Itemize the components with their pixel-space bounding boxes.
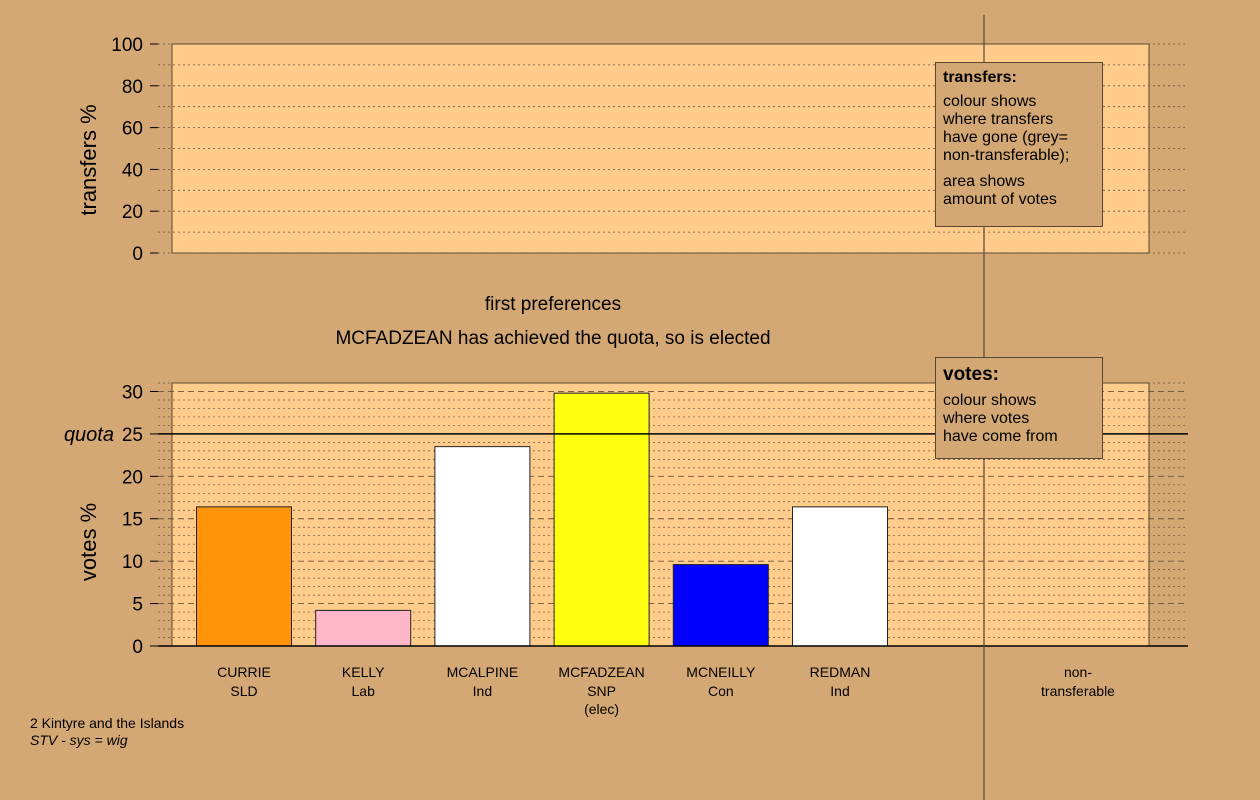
candidate-party-label: Lab xyxy=(352,683,376,699)
votes-tick-label: 25 xyxy=(122,425,143,446)
votes-legend-line: colour shows xyxy=(943,392,1037,409)
transfers-y-axis-label: transfers % xyxy=(76,104,101,215)
votes-ticks: 0 5 10 15 20 25 30 xyxy=(122,382,158,658)
region-name: 2 Kintyre and the Islands xyxy=(30,715,185,731)
nontransferable-label-line1: non- xyxy=(1064,664,1092,680)
candidate-name-label: REDMAN xyxy=(810,664,871,680)
transfers-legend: transfers: colour shows where transfers … xyxy=(935,62,1103,227)
candidate-name-label: CURRIE xyxy=(217,664,271,680)
bar-currie xyxy=(196,506,292,647)
votes-y-axis-label: votes % xyxy=(76,503,101,581)
transfers-tick-label: 80 xyxy=(122,77,143,98)
transfers-tick-label: 0 xyxy=(132,244,143,265)
bar-mcfadzean xyxy=(553,392,650,647)
transfers-legend-line: amount of votes xyxy=(943,191,1057,208)
transfers-legend-line: where transfers xyxy=(943,111,1054,128)
transfers-legend-line: area shows xyxy=(943,173,1025,190)
candidate-note-label: (elec) xyxy=(584,701,619,717)
votes-tick-label: 0 xyxy=(132,637,143,658)
bar-mcalpine xyxy=(434,446,531,647)
votes-tick-label: 5 xyxy=(132,595,143,616)
votes-tick-label: 15 xyxy=(122,510,143,531)
candidate-name-label: MCFADZEAN xyxy=(558,664,644,680)
votes-tick-label: 30 xyxy=(122,382,143,403)
transfers-tick-label: 20 xyxy=(122,202,143,223)
votes-legend-line: where votes xyxy=(943,410,1030,427)
status-message: MCFADZEAN has achieved the quota, so is … xyxy=(335,328,770,349)
bar-kelly xyxy=(315,609,412,647)
transfers-gridlines xyxy=(158,43,1188,254)
votes-tick-label: 20 xyxy=(122,467,143,488)
transfers-legend-title: transfers: xyxy=(943,69,1017,86)
transfers-tick-label: 60 xyxy=(122,119,143,140)
candidate-party-label: Ind xyxy=(473,683,492,699)
candidate-labels: CURRIE SLD KELLY Lab MCALPINE Ind MCFADZEAN SNP… xyxy=(217,664,870,717)
system-note: STV - sys = wig xyxy=(30,732,128,748)
candidate-party-label: Ind xyxy=(830,683,849,699)
bar-mcneilly xyxy=(672,564,769,647)
quota-label: quota xyxy=(64,424,114,446)
votes-bars xyxy=(196,392,888,647)
candidate-name-label: MCNEILLY xyxy=(686,664,756,680)
transfers-legend-line: colour shows xyxy=(943,93,1037,110)
transfers-tick-label: 40 xyxy=(122,160,143,181)
votes-legend-line: have come from xyxy=(943,428,1058,445)
candidate-party-label: SNP xyxy=(587,683,616,699)
bar-redman xyxy=(792,506,888,647)
transfers-legend-line: have gone (grey= xyxy=(943,129,1068,146)
stage-label: first preferences xyxy=(485,294,621,315)
candidate-name-label: MCALPINE xyxy=(447,664,519,680)
votes-legend: votes: colour shows where votes have com… xyxy=(935,357,1103,459)
nontransferable-label-line2: transferable xyxy=(1041,683,1115,699)
candidate-party-label: SLD xyxy=(230,683,257,699)
votes-tick-label: 10 xyxy=(122,552,143,573)
transfers-tick-label: 100 xyxy=(111,35,143,56)
candidate-party-label: Con xyxy=(708,683,734,699)
candidate-name-label: KELLY xyxy=(342,664,385,680)
footer: 2 Kintyre and the Islands STV - sys = wi… xyxy=(30,715,184,749)
transfers-legend-line: non-transferable); xyxy=(943,147,1070,164)
transfers-ticks: 0 20 40 60 80 100 xyxy=(111,35,158,265)
votes-legend-title: votes: xyxy=(943,364,999,385)
